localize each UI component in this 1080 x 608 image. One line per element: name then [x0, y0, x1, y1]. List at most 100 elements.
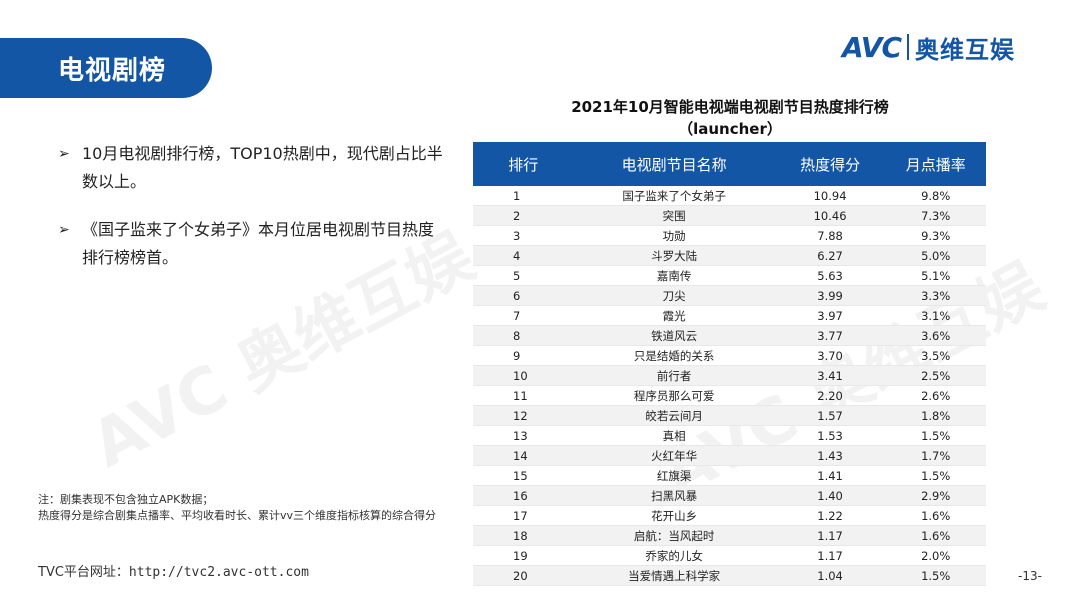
cell-rate: 3.3% — [885, 285, 986, 306]
cell-score: 5.63 — [774, 265, 886, 286]
cell-name: 斗罗大陆 — [573, 245, 775, 266]
cell-name: 程序员那么可爱 — [573, 385, 775, 406]
cell-rate: 1.5% — [885, 425, 986, 446]
cell-score: 3.77 — [774, 325, 886, 346]
bullet-text: 10月电视剧排行榜，TOP10热剧中，现代剧占比半数以上。 — [82, 144, 443, 191]
cell-rank: 14 — [473, 445, 574, 466]
cell-rank: 10 — [473, 365, 574, 386]
table-row: 2 突围 10.46 7.3% — [473, 205, 986, 226]
table-header-row: 排行 电视剧节目名称 热度得分 月点播率 — [473, 142, 986, 186]
table-row: 7 霞光 3.97 3.1% — [473, 305, 986, 326]
cell-score: 1.17 — [774, 525, 886, 546]
cell-rank: 3 — [473, 225, 574, 246]
header-rank: 排行 — [473, 142, 574, 186]
table-row: 4 斗罗大陆 6.27 5.0% — [473, 245, 986, 266]
cell-rank: 2 — [473, 205, 574, 226]
cell-name: 启航：当风起时 — [573, 525, 775, 546]
logo-divider — [907, 34, 909, 60]
bullet-item: ➢ 10月电视剧排行榜，TOP10热剧中，现代剧占比半数以上。 — [58, 140, 448, 196]
arrow-bullet-icon: ➢ — [58, 222, 70, 238]
cell-rate: 1.6% — [885, 525, 986, 546]
cell-rank: 19 — [473, 545, 574, 566]
cell-score: 2.20 — [774, 385, 886, 406]
table-row: 8 铁道风云 3.77 3.6% — [473, 325, 986, 346]
page-title-banner: 电视剧榜 — [0, 38, 212, 98]
cell-rank: 16 — [473, 485, 574, 506]
platform-site: TVC平台网址：http://tvc2.avc-ott.com — [38, 561, 309, 580]
cell-rate: 1.5% — [885, 465, 986, 486]
cell-rank: 5 — [473, 265, 574, 286]
cell-rank: 12 — [473, 405, 574, 426]
cell-name: 红旗渠 — [573, 465, 775, 486]
cell-rank: 11 — [473, 385, 574, 406]
cell-score: 1.57 — [774, 405, 886, 426]
cell-rank: 6 — [473, 285, 574, 306]
cell-rate: 2.9% — [885, 485, 986, 506]
cell-name: 嘉南传 — [573, 265, 775, 286]
cell-name: 功勋 — [573, 225, 775, 246]
logo-latin: AVC — [842, 30, 902, 64]
header-rate: 月点播率 — [885, 142, 986, 186]
bullet-item: ➢ 《国子监来了个女弟子》本月位居电视剧节目热度排行榜榜首。 — [58, 216, 448, 272]
brand-logo: AVC 奥维互娱 — [842, 30, 1015, 64]
logo-chinese: 奥维互娱 — [915, 35, 1015, 64]
table-row: 3 功勋 7.88 9.3% — [473, 225, 986, 246]
footnote-line1: 注：剧集表现不包含独立APK数据； — [38, 493, 214, 506]
table-title-line1: 2021年10月智能电视端电视剧节目热度排行榜 — [571, 98, 889, 116]
cell-score: 1.53 — [774, 425, 886, 446]
table-row: 19 乔家的儿女 1.17 2.0% — [473, 545, 986, 566]
cell-name: 真相 — [573, 425, 775, 446]
cell-rate: 3.6% — [885, 325, 986, 346]
header-name: 电视剧节目名称 — [573, 142, 775, 186]
cell-name: 突围 — [573, 205, 775, 226]
cell-score: 3.97 — [774, 305, 886, 326]
table-row: 17 花开山乡 1.22 1.6% — [473, 505, 986, 526]
cell-score: 3.70 — [774, 345, 886, 366]
header-score: 热度得分 — [774, 142, 886, 186]
cell-rank: 13 — [473, 425, 574, 446]
cell-name: 乔家的儿女 — [573, 545, 775, 566]
cell-score: 6.27 — [774, 245, 886, 266]
cell-rank: 4 — [473, 245, 574, 266]
cell-score: 10.94 — [774, 186, 886, 206]
table-row: 10 前行者 3.41 2.5% — [473, 365, 986, 386]
cell-rate: 3.5% — [885, 345, 986, 366]
cell-rank: 1 — [473, 186, 574, 206]
site-url-link[interactable]: http://tvc2.avc-ott.com — [128, 565, 309, 580]
table-title: 2021年10月智能电视端电视剧节目热度排行榜 （launcher） — [470, 96, 990, 140]
summary-bullets: ➢ 10月电视剧排行榜，TOP10热剧中，现代剧占比半数以上。 ➢ 《国子监来了… — [58, 140, 448, 292]
cell-name: 霞光 — [573, 305, 775, 326]
cell-score: 1.17 — [774, 545, 886, 566]
cell-name: 铁道风云 — [573, 325, 775, 346]
cell-name: 扫黑风暴 — [573, 485, 775, 506]
cell-name: 国子监来了个女弟子 — [573, 186, 775, 206]
cell-name: 火红年华 — [573, 445, 775, 466]
cell-name: 花开山乡 — [573, 505, 775, 526]
cell-rate: 3.1% — [885, 305, 986, 326]
cell-rate: 5.1% — [885, 265, 986, 286]
cell-score: 1.22 — [774, 505, 886, 526]
cell-rank: 18 — [473, 525, 574, 546]
arrow-bullet-icon: ➢ — [58, 146, 70, 162]
cell-score: 1.43 — [774, 445, 886, 466]
cell-rank: 7 — [473, 305, 574, 326]
cell-name: 只是结婚的关系 — [573, 345, 775, 366]
cell-rate: 1.6% — [885, 505, 986, 526]
cell-rate: 5.0% — [885, 245, 986, 266]
table-row: 9 只是结婚的关系 3.70 3.5% — [473, 345, 986, 366]
footnote-line2: 热度得分是综合剧集点播率、平均收看时长、累计vv三个维度指标核算的综合得分 — [38, 509, 437, 522]
table-row: 18 启航：当风起时 1.17 1.6% — [473, 525, 986, 546]
table-row: 13 真相 1.53 1.5% — [473, 425, 986, 446]
table-row: 14 火红年华 1.43 1.7% — [473, 445, 986, 466]
page-title: 电视剧榜 — [58, 55, 167, 86]
table-row: 12 皎若云间月 1.57 1.8% — [473, 405, 986, 426]
cell-score: 1.41 — [774, 465, 886, 486]
table-row: 5 嘉南传 5.63 5.1% — [473, 265, 986, 286]
cell-name: 前行者 — [573, 365, 775, 386]
table-row: 1 国子监来了个女弟子 10.94 9.8% — [473, 186, 986, 206]
cell-rate: 2.5% — [885, 365, 986, 386]
cell-rate: 9.8% — [885, 186, 986, 206]
cell-score: 3.99 — [774, 285, 886, 306]
cell-rate: 1.8% — [885, 405, 986, 426]
cell-rate: 2.6% — [885, 385, 986, 406]
